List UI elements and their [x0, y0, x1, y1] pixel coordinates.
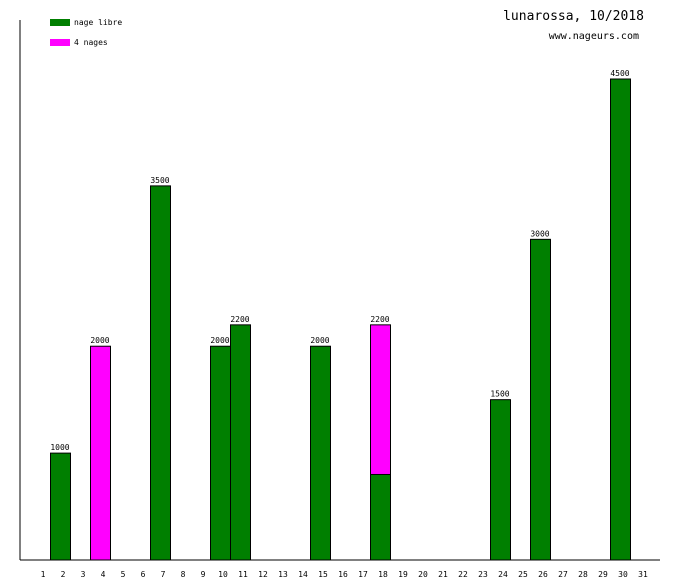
x-tick-label-19: 19 [398, 570, 408, 579]
x-tick-label-2: 2 [61, 570, 66, 579]
x-tick-label-9: 9 [201, 570, 206, 579]
x-tick-label-3: 3 [81, 570, 86, 579]
bar-day-30-nage-libre [610, 78, 631, 561]
chart-title: lunarossa, 10/2018 [503, 9, 644, 24]
x-tick-label-23: 23 [478, 570, 488, 579]
x-tick-label-13: 13 [278, 570, 288, 579]
x-tick-label-14: 14 [298, 570, 308, 579]
x-tick-labels-group: 1 2 3 4 5 6 7 8 9 10 11 12 13 14 15 16 17 18 19 20 21 22 23 24 2… [41, 570, 648, 579]
x-tick-label-28: 28 [578, 570, 588, 579]
site-url: www.nageurs.com [548, 31, 639, 42]
legend-label-4-nages: 4 nages [74, 37, 108, 47]
value-label-day-4: 2000 [90, 336, 109, 345]
x-tick-label-7: 7 [161, 570, 166, 579]
x-tick-label-24: 24 [498, 570, 508, 579]
value-label-day-11: 2200 [230, 315, 249, 324]
x-tick-label-29: 29 [598, 570, 608, 579]
x-tick-label-20: 20 [418, 570, 428, 579]
value-label-day-7: 3500 [150, 176, 169, 185]
bar-day-11-nage-libre [230, 324, 251, 561]
bars-group [50, 78, 631, 561]
value-label-day-15: 2000 [310, 336, 329, 345]
value-labels-group: 1000 2000 3500 2000 2200 2000 2200 1500 3000 4500 [50, 69, 629, 452]
value-label-day-18: 2200 [370, 315, 389, 324]
bar-day-10-nage-libre [210, 345, 231, 561]
x-tick-label-27: 27 [558, 570, 568, 579]
bar-day-15-nage-libre [310, 345, 331, 561]
value-label-day-26: 3000 [530, 229, 549, 238]
x-tick-label-25: 25 [518, 570, 528, 579]
bar-day-2-nage-libre [50, 452, 71, 561]
legend-item-4-nages: 4 nages [50, 36, 108, 48]
x-tick-label-16: 16 [338, 570, 348, 579]
x-tick-label-11: 11 [238, 570, 248, 579]
x-tick-label-26: 26 [538, 570, 548, 579]
legend-swatch-nage-libre [50, 18, 70, 26]
bar-day-4-4-nages [90, 345, 111, 561]
x-tick-label-15: 15 [318, 570, 328, 579]
bar-day-7-nage-libre [150, 185, 171, 561]
x-tick-label-31: 31 [638, 570, 648, 579]
value-label-day-10: 2000 [210, 336, 229, 345]
legend-label-nage-libre: nage libre [74, 17, 123, 27]
bar-day-26-nage-libre [530, 238, 551, 561]
x-tick-label-4: 4 [101, 570, 106, 579]
bar-day-18-nage-libre [370, 473, 391, 561]
bar-day-24-nage-libre [490, 399, 511, 561]
x-tick-label-18: 18 [378, 570, 388, 579]
x-tick-label-6: 6 [141, 570, 146, 579]
bar-day-18-4-nages [370, 324, 391, 475]
value-label-day-30: 4500 [610, 69, 629, 78]
legend-swatch-4-nages [50, 38, 70, 46]
x-tick-label-1: 1 [41, 570, 46, 579]
x-tick-label-30: 30 [618, 570, 628, 579]
legend-item-nage-libre: nage libre [50, 16, 122, 28]
x-tick-label-17: 17 [358, 570, 368, 579]
x-tick-label-12: 12 [258, 570, 268, 579]
x-tick-label-10: 10 [218, 570, 228, 579]
value-label-day-2: 1000 [50, 443, 69, 452]
x-tick-label-22: 22 [458, 570, 468, 579]
x-tick-label-5: 5 [121, 570, 126, 579]
value-label-day-24: 1500 [490, 390, 509, 399]
x-tick-label-8: 8 [181, 570, 186, 579]
x-tick-label-21: 21 [438, 570, 448, 579]
